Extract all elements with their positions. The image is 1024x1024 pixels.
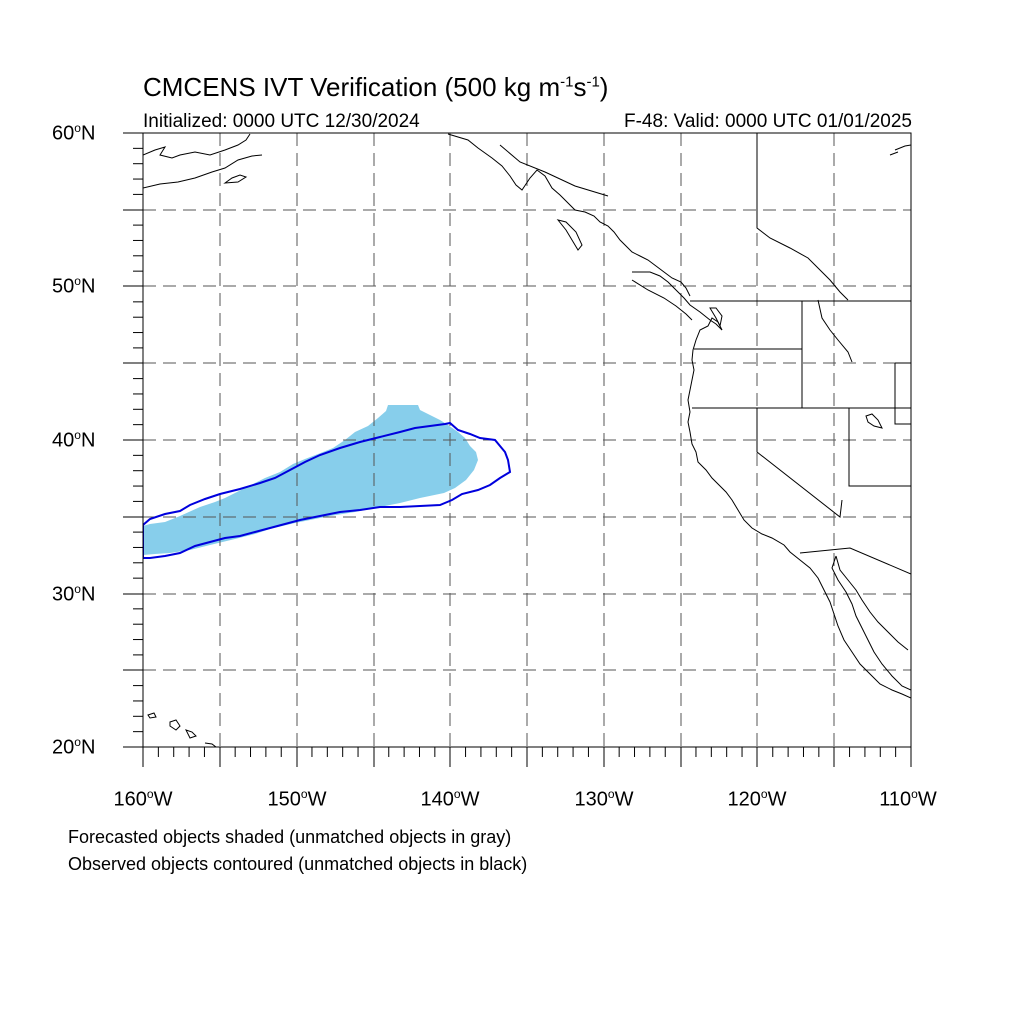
coastline-bc — [631, 271, 723, 331]
lon-label-110w: 110oW — [879, 787, 937, 811]
coastline-us-west — [687, 317, 911, 699]
island-vancouver-detail — [709, 307, 723, 328]
lat-label-20n: 20oN — [52, 735, 96, 759]
lon-label-120w: 120oW — [727, 787, 787, 811]
alaska-east-detail — [889, 144, 911, 156]
init-time-label: Initialized: 0000 UTC 12/30/2024 — [143, 111, 420, 132]
lat-label-60n: 60oN — [52, 121, 96, 145]
footer-note-forecast: Forecasted objects shaded (unmatched obj… — [68, 827, 512, 847]
observed-object-contour — [143, 421, 512, 559]
valid-time-label: F-48: Valid: 0000 UTC 01/01/2025 — [624, 111, 912, 132]
lon-label-160w: 160oW — [113, 787, 173, 811]
islands-hawaii — [147, 712, 217, 747]
border-alberta-bc — [756, 133, 853, 363]
minor-ticks — [133, 147, 897, 757]
lat-label-50n: 50oN — [52, 274, 96, 298]
border-states — [692, 301, 911, 575]
footer-note-observed: Observed objects contoured (unmatched ob… — [68, 854, 528, 874]
lon-label-150w: 150oW — [267, 787, 327, 811]
lat-lon-grid — [143, 133, 911, 747]
map-title: CMCENS IVT Verification (500 kg m-1s-1) — [143, 72, 609, 102]
axis-ticks — [123, 132, 912, 767]
forecast-object-shaded — [143, 405, 478, 555]
lat-label-30n: 30oN — [52, 582, 96, 606]
coastline-alaska — [143, 133, 263, 189]
lon-label-140w: 140oW — [420, 787, 480, 811]
lon-label-130w: 130oW — [574, 787, 634, 811]
coastline-baja-gulf — [831, 555, 911, 691]
coastline-alaska-panhandle — [447, 133, 691, 297]
great-salt-lake — [865, 413, 883, 429]
lat-label-40n: 40oN — [52, 428, 96, 452]
